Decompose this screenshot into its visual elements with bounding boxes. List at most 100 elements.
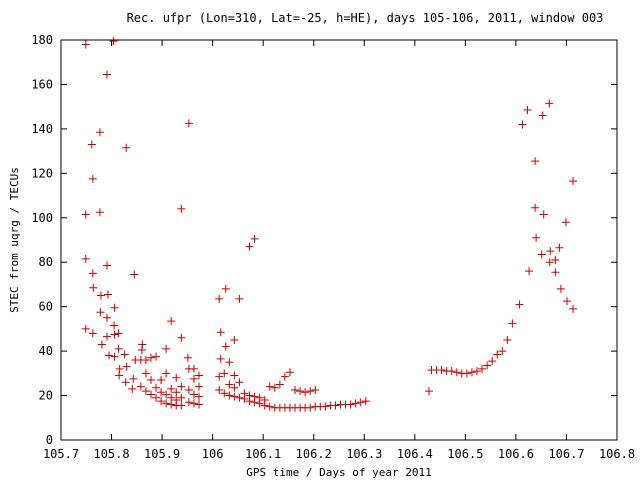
data-point: [184, 386, 193, 394]
data-point: [515, 300, 524, 309]
data-point: [220, 369, 229, 378]
data-point: [545, 99, 554, 108]
data-point: [546, 247, 555, 256]
data-point: [569, 304, 578, 313]
data-point: [230, 383, 239, 392]
data-point: [255, 399, 264, 408]
data-point: [88, 174, 97, 183]
data-point: [311, 386, 320, 394]
data-point: [81, 210, 90, 219]
x-tick-label: 106.8: [599, 447, 635, 461]
data-point: [157, 388, 166, 397]
x-tick-label: 106.2: [296, 447, 332, 461]
y-tick-label: 120: [31, 166, 53, 180]
x-tick-label: 105.8: [93, 447, 129, 461]
data-point: [245, 242, 254, 251]
data-point: [562, 297, 571, 306]
data-point: [167, 317, 176, 326]
data-point: [121, 378, 130, 387]
x-axis-label: GPS time / Days of year 2011: [246, 466, 431, 479]
data-point: [104, 290, 113, 299]
data-point: [130, 270, 139, 279]
plot-frame: [60, 39, 618, 441]
x-tick-label: 105.7: [43, 447, 79, 461]
y-tick-label: 40: [39, 344, 53, 358]
data-point: [493, 350, 502, 359]
data-point: [539, 210, 548, 219]
data-point: [531, 203, 540, 212]
data-point: [472, 367, 481, 376]
x-tick-group: 105.7 105.8 105.9 106 106.1 106.2 106.3 106.4 10…: [43, 40, 635, 461]
data-point: [141, 356, 150, 364]
data-point: [531, 157, 540, 166]
y-tick-label: 160: [31, 77, 53, 91]
data-point: [462, 369, 471, 378]
data-point: [194, 392, 203, 401]
data-point: [291, 386, 300, 394]
data-point: [102, 70, 111, 79]
data-point: [265, 382, 274, 391]
data-point: [351, 399, 360, 408]
data-point: [96, 291, 105, 300]
data-point: [109, 37, 118, 46]
data-point: [172, 388, 181, 397]
data-point: [167, 400, 176, 409]
data-point: [95, 128, 104, 137]
x-tick-label: 105.9: [144, 447, 180, 461]
data-point: [498, 347, 507, 356]
data-point: [184, 398, 193, 407]
data-point: [280, 372, 289, 381]
data-point: [452, 368, 461, 377]
data-point: [538, 111, 547, 120]
data-point: [162, 399, 171, 408]
data-point: [162, 390, 171, 399]
data-point: [189, 390, 198, 399]
data-point: [128, 384, 137, 393]
y-tick-group: 0 20 40 60 80 100 120 140 160 180: [31, 33, 617, 447]
data-point: [177, 382, 186, 391]
data-point: [556, 284, 565, 293]
data-point: [87, 140, 96, 149]
x-tick-label: 106.3: [346, 447, 382, 461]
data-point: [561, 218, 570, 227]
data-point: [146, 376, 155, 384]
data-point: [81, 254, 90, 263]
data-point: [250, 234, 259, 243]
data-point: [235, 393, 244, 402]
data-point: [424, 387, 433, 396]
data-point: [346, 400, 355, 409]
data-point: [177, 333, 186, 342]
x-tick-label: 106: [202, 447, 224, 461]
data-point: [551, 268, 560, 277]
x-tick-label: 106.7: [548, 447, 584, 461]
data-point: [551, 256, 560, 264]
data-point: [216, 328, 225, 337]
data-point: [518, 120, 527, 129]
data-point: [136, 382, 145, 391]
data-point: [162, 369, 171, 378]
data-point: [545, 258, 554, 267]
y-tick-label: 180: [31, 33, 53, 47]
data-point: [122, 143, 131, 152]
data-point: [478, 364, 487, 373]
data-point: [95, 208, 104, 217]
data-point: [296, 387, 305, 396]
data-point: [488, 357, 497, 366]
data-point: [184, 119, 193, 128]
data-point: [115, 364, 124, 373]
data-point: [189, 374, 198, 383]
data-point: [152, 383, 161, 392]
data-point: [215, 386, 224, 394]
data-point: [102, 261, 111, 270]
data-point: [306, 387, 315, 396]
data-point: [194, 382, 203, 391]
chart-title: Rec. ufpr (Lon=310, Lat=-25, h=HE), days…: [127, 11, 604, 25]
data-point: [503, 336, 512, 344]
data-point: [110, 352, 119, 361]
data-point: [555, 243, 564, 252]
data-point: [146, 390, 155, 399]
data-point: [230, 336, 239, 344]
data-point: [221, 342, 230, 351]
y-tick-label: 0: [46, 433, 53, 447]
data-point: [483, 361, 492, 370]
